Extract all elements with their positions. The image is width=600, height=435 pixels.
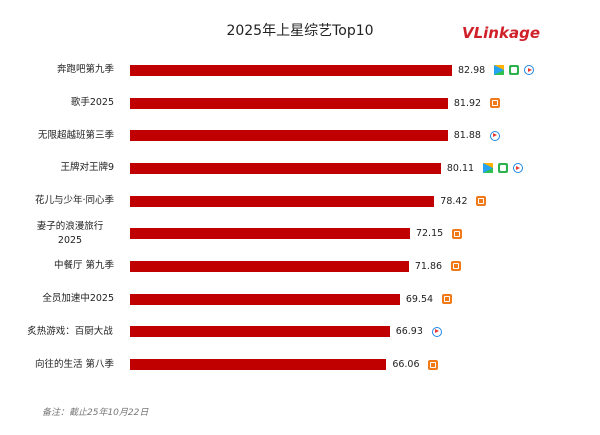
value-label: 66.06	[392, 359, 420, 371]
value-label: 69.54	[405, 293, 434, 305]
value-label: 80.11	[446, 162, 475, 174]
bar	[130, 260, 409, 272]
category-label: 无限超越班第三季	[37, 129, 114, 141]
row: 无限超越班第三季 81.88	[0, 119, 539, 152]
category-label: 向往的生活 第八季	[34, 358, 114, 370]
value-label: 66.93	[395, 326, 423, 338]
row: 奔跑吧第九季 82.98	[0, 54, 539, 87]
category-label: 全员加速中2025	[42, 293, 114, 305]
platform-icon	[476, 196, 487, 207]
bar	[130, 64, 452, 76]
category-label: 中餐厅 第九季	[53, 260, 114, 272]
row: 中餐厅 第九季 71.86	[0, 250, 539, 283]
bar	[130, 359, 387, 371]
platform-icon	[494, 65, 504, 76]
row: 妻子的浪漫旅行2025 72.15	[0, 217, 539, 250]
platform-icon	[450, 261, 461, 272]
value-label: 81.92	[453, 97, 482, 109]
platform-icon	[489, 98, 500, 109]
value-label: 78.42	[440, 195, 468, 207]
row: 王牌对王牌9 80.11	[0, 152, 539, 185]
value-label: 72.15	[415, 228, 444, 240]
row: 向往的生活 第八季 66.06	[0, 348, 539, 381]
row: 歌手2025 81.92	[0, 87, 539, 120]
value-label: 71.86	[414, 260, 443, 272]
chart-title: 2025年上星综艺Top10	[226, 23, 374, 39]
platform-icon	[497, 163, 508, 174]
bar	[130, 97, 448, 109]
platform-icon	[441, 294, 452, 305]
value-label: 81.88	[453, 130, 481, 142]
category-label: 炙热游戏：百厨大战	[27, 325, 113, 337]
category-label: 妻子的浪漫旅行2025	[36, 220, 104, 246]
bar	[130, 162, 441, 174]
platform-icon	[509, 65, 519, 76]
bar	[130, 130, 448, 142]
bar	[130, 228, 410, 240]
category-label: 王牌对王牌9	[60, 162, 114, 174]
bar	[130, 293, 400, 305]
bar	[130, 326, 390, 338]
row: 花儿与少年·同心季 78.42	[0, 185, 539, 218]
bar	[130, 195, 435, 207]
rows: 奔跑吧第九季 82.98 歌手2025 81.92 无限超越班第三季 81.88 王牌…	[0, 54, 539, 381]
platform-icon	[482, 163, 493, 174]
category-label: 花儿与少年·同心季	[34, 195, 114, 207]
category-label: 歌手2025	[70, 97, 114, 109]
row: 炙热游戏：百厨大战 66.93	[0, 316, 539, 349]
platform-icon	[431, 326, 442, 337]
platform-icon	[428, 359, 439, 370]
platform-icon	[524, 65, 534, 76]
category-label: 奔跑吧第九季	[56, 64, 114, 76]
logo: VLinkage	[462, 24, 540, 42]
row: 全员加速中2025 69.54	[0, 283, 539, 316]
footnote: 备注：截止25年10月22日	[42, 408, 149, 418]
platform-icon	[451, 228, 462, 239]
platform-icon	[512, 163, 523, 174]
value-label: 82.98	[458, 64, 486, 76]
platform-icon	[489, 130, 500, 141]
